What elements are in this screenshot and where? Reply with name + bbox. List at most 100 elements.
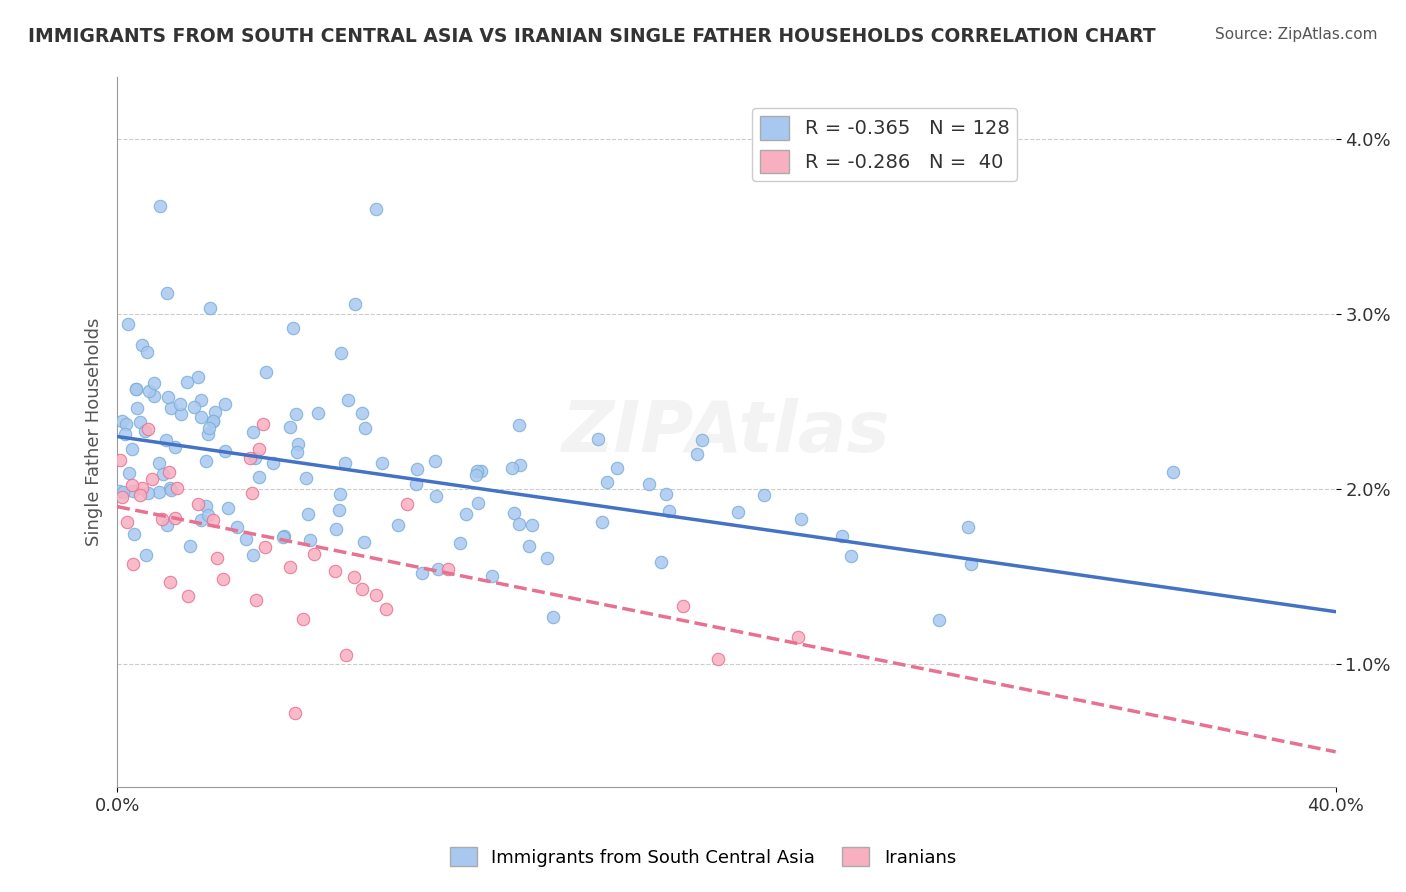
Point (194, 499, 217, 513)
Point (278, 560, 301, 574)
Point (135, 548, 157, 562)
Point (690, 434, 713, 448)
Point (278, 420, 301, 434)
Point (131, 481, 153, 495)
Point (114, 427, 136, 442)
Point (214, 444, 236, 458)
Point (136, 422, 159, 436)
Point (325, 522, 347, 536)
Point (271, 530, 294, 544)
Point (509, 458, 531, 473)
Point (156, 390, 179, 404)
Point (187, 497, 209, 511)
Point (202, 513, 225, 527)
Point (831, 529, 853, 543)
Point (115, 515, 138, 529)
Point (202, 414, 225, 428)
Point (190, 409, 212, 424)
Point (125, 382, 148, 396)
Point (176, 375, 198, 389)
Point (187, 370, 209, 384)
Point (159, 481, 181, 495)
Point (253, 541, 276, 555)
Point (125, 382, 148, 396)
Point (508, 417, 530, 432)
Point (118, 466, 141, 480)
Point (242, 425, 264, 440)
Point (650, 555, 672, 569)
Point (205, 550, 228, 565)
Point (960, 557, 983, 571)
Point (157, 466, 180, 480)
Point (190, 393, 212, 408)
Point (148, 457, 170, 471)
Point (117, 317, 139, 331)
Point (436, 562, 458, 576)
Text: IMMIGRANTS FROM SOUTH CENTRAL ASIA VS IRANIAN SINGLE FATHER HOUSEHOLDS CORRELATI: IMMIGRANTS FROM SOUTH CENTRAL ASIA VS IR… (28, 27, 1156, 45)
Point (125, 401, 148, 415)
Point (508, 516, 530, 531)
Point (387, 517, 409, 532)
Point (240, 486, 263, 500)
Point (655, 487, 678, 501)
Point (177, 590, 200, 604)
Point (1163, 465, 1185, 479)
Point (281, 320, 304, 334)
Point (672, 599, 695, 613)
Point (450, 536, 472, 550)
Point (254, 365, 277, 379)
Point (121, 478, 143, 492)
Point (335, 648, 357, 663)
Point (503, 506, 526, 520)
Point (591, 516, 613, 530)
Point (134, 424, 156, 438)
Legend: R = -0.365   N = 128, R = -0.286   N =  40: R = -0.365 N = 128, R = -0.286 N = 40 (752, 109, 1018, 181)
Point (284, 706, 307, 720)
Point (111, 490, 134, 504)
Point (344, 297, 367, 311)
Point (202, 414, 225, 428)
Point (330, 346, 353, 360)
Point (586, 432, 609, 446)
Point (169, 407, 191, 421)
Point (470, 464, 492, 478)
Point (405, 477, 427, 491)
Point (108, 453, 131, 467)
Point (328, 503, 350, 517)
Point (226, 520, 249, 534)
Point (366, 202, 388, 216)
Point (155, 433, 177, 447)
Point (200, 301, 222, 315)
Point (336, 392, 359, 407)
Point (166, 481, 188, 495)
Point (111, 414, 134, 428)
Point (411, 566, 433, 581)
Point (298, 533, 321, 547)
Point (239, 450, 262, 465)
Point (658, 504, 681, 518)
Point (159, 575, 181, 590)
Point (596, 475, 619, 490)
Point (350, 406, 373, 420)
Point (536, 551, 558, 566)
Point (163, 510, 186, 524)
Point (454, 507, 477, 521)
Point (131, 338, 153, 352)
Point (121, 442, 143, 456)
Point (190, 513, 212, 527)
Point (273, 529, 295, 543)
Point (112, 484, 135, 499)
Point (285, 407, 308, 421)
Point (329, 487, 352, 501)
Point (211, 573, 233, 587)
Point (517, 539, 540, 553)
Point (214, 397, 236, 411)
Point (149, 199, 172, 213)
Point (183, 401, 205, 415)
Point (169, 396, 191, 410)
Point (304, 547, 326, 561)
Point (247, 442, 270, 457)
Point (197, 426, 219, 441)
Point (307, 406, 329, 420)
Point (957, 520, 980, 534)
